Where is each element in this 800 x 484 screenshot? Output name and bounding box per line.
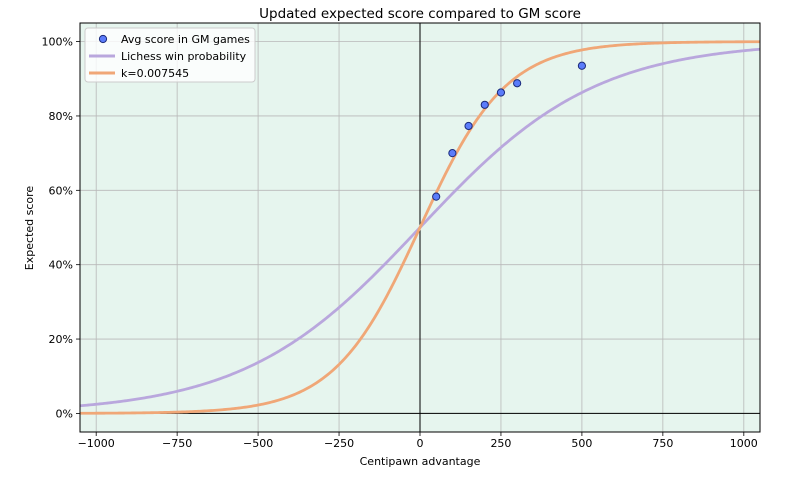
x-tick-label-6: 500 (571, 437, 592, 450)
legend-label-lichess: Lichess win probability (121, 50, 247, 63)
legend: Avg score in GM games Lichess win probab… (84, 27, 256, 83)
scatter-point-6 (577, 61, 587, 70)
series-line-2 (80, 40, 760, 415)
x-tick-label-0: −1000 (78, 437, 115, 450)
y-tick-label-4: 80% (49, 110, 73, 123)
scatter-point-4 (496, 88, 506, 97)
scatter-point-0 (432, 192, 441, 201)
x-axis-label: Centipawn advantage (360, 455, 481, 468)
x-tick-label-2: −500 (243, 437, 273, 450)
x-tick-label-5: 250 (490, 437, 511, 450)
x-axis-ticks: −1000 −750 −500 −250 0 250 500 750 1000 (78, 432, 758, 450)
y-axis-label: Expected score (23, 186, 36, 271)
legend-label-scatter: Avg score in GM games (121, 33, 250, 46)
x-tick-label-3: −250 (324, 437, 354, 450)
y-tick-label-2: 40% (49, 259, 73, 272)
series-lines (79, 40, 761, 415)
legend-box (84, 27, 256, 83)
scatter-points (432, 61, 587, 201)
y-tick-label-3: 60% (49, 184, 73, 197)
x-tick-label-7: 750 (652, 437, 673, 450)
legend-marker-scatter (98, 34, 108, 44)
legend-label-k: k=0.007545 (121, 67, 189, 80)
scatter-point-3 (480, 100, 489, 109)
x-tick-label-1: −750 (162, 437, 192, 450)
scatter-point-1 (448, 149, 457, 158)
scatter-point-5 (513, 79, 522, 88)
x-tick-label-8: 1000 (730, 437, 758, 450)
y-tick-label-0: 0% (56, 407, 73, 420)
y-tick-label-5: 100% (42, 36, 73, 49)
x-tick-label-4: 0 (417, 437, 424, 450)
scatter-point-2 (464, 121, 473, 131)
y-tick-label-1: 20% (49, 333, 73, 346)
y-axis-ticks: 0% 20% 40% 60% 80% 100% (42, 36, 80, 420)
chart-title: Updated expected score compared to GM sc… (259, 6, 581, 22)
